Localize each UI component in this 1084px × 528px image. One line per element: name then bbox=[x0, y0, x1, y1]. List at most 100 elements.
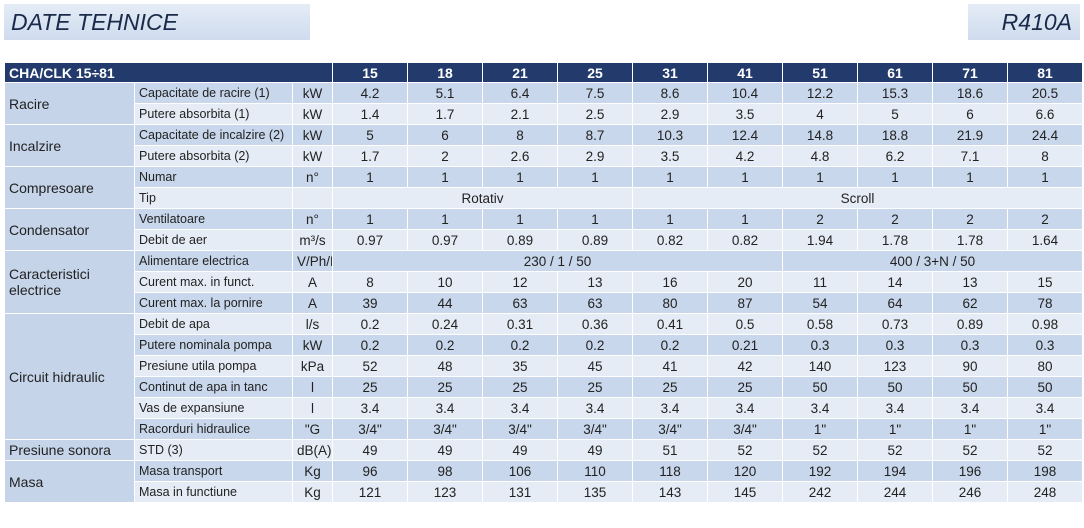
model: 15 bbox=[332, 62, 409, 83]
value: 0.2 bbox=[332, 313, 409, 335]
model: 81 bbox=[1007, 62, 1084, 83]
value: 10.4 bbox=[707, 82, 784, 104]
value: 123 bbox=[857, 355, 934, 377]
unit: A bbox=[291, 292, 334, 314]
unit: l bbox=[291, 376, 334, 398]
data-row: Continut de apa in tanc l 25 25 25 25 25 25 50 50… bbox=[5, 376, 1084, 398]
value: 3.4 bbox=[932, 397, 1009, 419]
unit: kW bbox=[291, 334, 334, 356]
value: 3/4" bbox=[707, 418, 784, 440]
value: 230 / 1 / 50 bbox=[332, 250, 784, 272]
value: 39 bbox=[332, 292, 409, 314]
spec-table: CHA/CLK 15÷81 15 18 21 25 31 41 51 61 71 81 Racire C… bbox=[3, 62, 1084, 503]
value: 0.2 bbox=[632, 334, 709, 356]
value: 3.5 bbox=[707, 103, 784, 125]
group-name: Circuit hidraulic bbox=[4, 313, 135, 440]
value: 192 bbox=[782, 460, 859, 482]
model: 51 bbox=[782, 62, 859, 83]
group-name: Incalzire bbox=[4, 124, 135, 167]
parameter: Presiune utila pompa bbox=[134, 355, 293, 377]
parameter: Putere absorbita (2) bbox=[134, 145, 293, 167]
value: 52 bbox=[1007, 439, 1084, 461]
unit: l bbox=[291, 397, 334, 419]
data-row: Putere absorbita (1) kW 1.4 1.7 2.1 2.5 2.9 3.5… bbox=[5, 103, 1084, 125]
value: 52 bbox=[857, 439, 934, 461]
data-row: Tip Rotativ Scroll bbox=[5, 187, 1084, 209]
value: 4.2 bbox=[332, 82, 409, 104]
value: 87 bbox=[707, 292, 784, 314]
value: 1" bbox=[782, 418, 859, 440]
model: 31 bbox=[632, 62, 709, 83]
value: 2.1 bbox=[482, 103, 559, 125]
value: 21.9 bbox=[932, 124, 1009, 146]
value: 50 bbox=[1007, 376, 1084, 398]
value: 0.3 bbox=[782, 334, 859, 356]
title: DATE TEHNICE bbox=[4, 4, 310, 40]
value: 0.24 bbox=[407, 313, 484, 335]
value: 1" bbox=[932, 418, 1009, 440]
data-row: Racorduri hidraulice "G 3/4" 3/4" 3/4" 3/4" 3/… bbox=[5, 418, 1084, 440]
parameter: Debit de aer bbox=[134, 229, 293, 251]
unit: kPa bbox=[291, 355, 334, 377]
data-row: Compresoare Numar n° 1 1 1 1 1 1 1 1 1 1 bbox=[4, 166, 1084, 209]
value: 51 bbox=[632, 439, 709, 461]
value: 1 bbox=[482, 208, 559, 230]
data-row: Masa Masa transport Kg 96 98 106 110 118 120 192 1… bbox=[4, 460, 1084, 503]
unit: "G bbox=[291, 418, 334, 440]
value: 12.2 bbox=[782, 82, 859, 104]
data-row: Putere absorbita (2) kW 1.7 2 2.6 2.9 3.5 4.2 4.… bbox=[5, 145, 1084, 167]
value: 80 bbox=[632, 292, 709, 314]
unit: dB(A) bbox=[291, 439, 334, 461]
value: 1.78 bbox=[932, 229, 1009, 251]
value: 35 bbox=[482, 355, 559, 377]
unit: kW bbox=[291, 103, 334, 125]
unit: A bbox=[291, 271, 334, 293]
value: 18.6 bbox=[932, 82, 1009, 104]
value: 0.89 bbox=[932, 313, 1009, 335]
value: 45 bbox=[557, 355, 634, 377]
value: 1" bbox=[1007, 418, 1084, 440]
value: 118 bbox=[632, 460, 709, 482]
value: 0.97 bbox=[407, 229, 484, 251]
value: 50 bbox=[782, 376, 859, 398]
value: 0.3 bbox=[857, 334, 934, 356]
unit: l/s bbox=[291, 313, 334, 335]
value: 3.4 bbox=[782, 397, 859, 419]
value: 2 bbox=[407, 145, 484, 167]
value: 25 bbox=[332, 376, 409, 398]
value: 20 bbox=[707, 271, 784, 293]
value: 3.5 bbox=[632, 145, 709, 167]
value: 0.2 bbox=[557, 334, 634, 356]
value: 3.4 bbox=[857, 397, 934, 419]
value: 41 bbox=[632, 355, 709, 377]
value: 12 bbox=[482, 271, 559, 293]
data-row: Racire Capacitate de racire (1) kW 4.2 5.1 6.… bbox=[4, 82, 1084, 125]
value: 2.9 bbox=[632, 103, 709, 125]
group-name: Caracteristici electrice bbox=[4, 250, 135, 314]
value: 50 bbox=[857, 376, 934, 398]
value: 2 bbox=[857, 208, 934, 230]
value: 1 bbox=[407, 166, 484, 188]
value: 63 bbox=[482, 292, 559, 314]
value: 8.6 bbox=[632, 82, 709, 104]
model: 61 bbox=[857, 62, 934, 83]
value: 78 bbox=[1007, 292, 1084, 314]
value: 0.36 bbox=[557, 313, 634, 335]
value: 140 bbox=[782, 355, 859, 377]
value: 13 bbox=[557, 271, 634, 293]
unit bbox=[291, 187, 334, 209]
data-row: Putere nominala pompa kW 0.2 0.2 0.2 0.2 0.2 0.… bbox=[5, 334, 1084, 356]
value: 20.5 bbox=[1007, 82, 1084, 104]
value: 12.4 bbox=[707, 124, 784, 146]
parameter: Debit de apa bbox=[134, 313, 293, 335]
value: 2 bbox=[1007, 208, 1084, 230]
data-row: Circuit hidraulic Debit de apa l/s 0.2 0.24 0… bbox=[4, 313, 1084, 440]
value: 196 bbox=[932, 460, 1009, 482]
group-name: Racire bbox=[4, 82, 135, 125]
parameter: Putere absorbita (1) bbox=[134, 103, 293, 125]
value: 8 bbox=[482, 124, 559, 146]
group-name: Compresoare bbox=[4, 166, 135, 209]
value: 6 bbox=[932, 103, 1009, 125]
value: 52 bbox=[707, 439, 784, 461]
group-name: Condensator bbox=[4, 208, 135, 251]
